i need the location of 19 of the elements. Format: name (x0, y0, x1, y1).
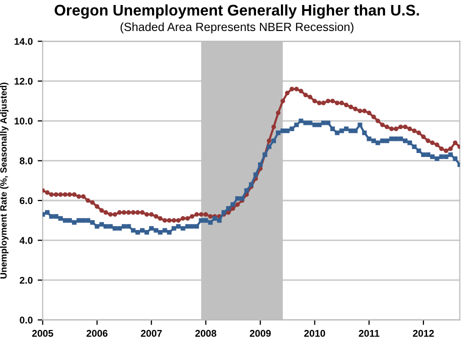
y-tick-label: 6.0 (20, 197, 33, 204)
x-tick-label: 2010 (304, 330, 326, 337)
y-tick-label: 10.0 (14, 118, 33, 125)
x-tick-label: 2009 (250, 330, 271, 337)
y-axis-title: Unemployment Rate (%, Seasonally Adjusted) (0, 82, 8, 278)
x-tick-label: 2006 (86, 330, 108, 337)
y-tick-label: 0.0 (20, 316, 33, 324)
x-tick-label: 2012 (412, 330, 434, 337)
y-tick-label: 4.0 (20, 237, 33, 244)
chart-subtitle: (Shaded Area Represents NBER Recession) (120, 22, 354, 34)
chart-title: Oregon Unemployment Generally Higher than U.S. (54, 4, 419, 19)
x-tick-label: 2011 (358, 330, 380, 337)
x-tick-label: 2008 (195, 330, 216, 337)
y-tick-label: 2.0 (20, 276, 33, 284)
y-tick-label: 12.0 (14, 78, 33, 85)
y-tick-label: 8.0 (20, 157, 33, 164)
x-tick-label: 2005 (32, 330, 54, 337)
x-tick-label: 2007 (140, 330, 162, 337)
y-tick-label: 14.0 (14, 38, 33, 45)
